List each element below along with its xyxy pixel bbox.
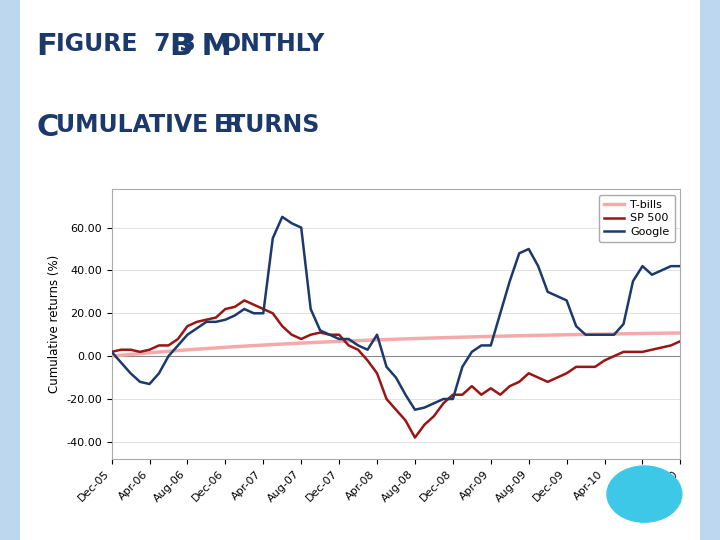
SP 500 <box>221 306 230 312</box>
SP 500 <box>467 383 476 389</box>
Google <box>278 214 287 220</box>
Google <box>676 263 685 269</box>
Text: M: M <box>191 32 232 62</box>
T-bills <box>449 334 457 341</box>
Y-axis label: Cumulative returns (%): Cumulative returns (%) <box>48 255 60 393</box>
Google <box>410 407 419 413</box>
T-bills <box>240 343 248 349</box>
SP 500 <box>410 434 419 441</box>
Line: Google: Google <box>112 217 680 410</box>
Text: C: C <box>36 113 58 143</box>
T-bills <box>221 344 230 350</box>
Line: T-bills: T-bills <box>112 333 680 356</box>
Text: B: B <box>169 32 192 62</box>
T-bills <box>676 330 685 336</box>
Text: F: F <box>36 32 57 62</box>
Legend: T-bills, SP 500, Google: T-bills, SP 500, Google <box>599 194 675 242</box>
Google <box>316 327 325 334</box>
SP 500 <box>316 329 325 336</box>
SP 500 <box>676 338 685 345</box>
Google <box>619 321 628 327</box>
SP 500 <box>240 297 248 303</box>
SP 500 <box>430 413 438 420</box>
T-bills <box>107 353 116 360</box>
Text: IGURE  7.3: IGURE 7.3 <box>56 32 196 56</box>
Text: ETURNS: ETURNS <box>214 113 320 137</box>
Text: ONTHLY: ONTHLY <box>221 32 325 56</box>
Google <box>240 306 248 312</box>
Line: SP 500: SP 500 <box>112 300 680 437</box>
SP 500 <box>619 349 628 355</box>
T-bills <box>600 331 609 338</box>
T-bills <box>307 340 315 346</box>
Google <box>221 316 230 323</box>
T-bills <box>410 335 419 342</box>
SP 500 <box>250 301 258 308</box>
Google <box>430 400 438 407</box>
SP 500 <box>107 349 116 355</box>
Google <box>467 349 476 355</box>
Text: UMULATIVE  R: UMULATIVE R <box>56 113 243 137</box>
Google <box>107 349 116 355</box>
